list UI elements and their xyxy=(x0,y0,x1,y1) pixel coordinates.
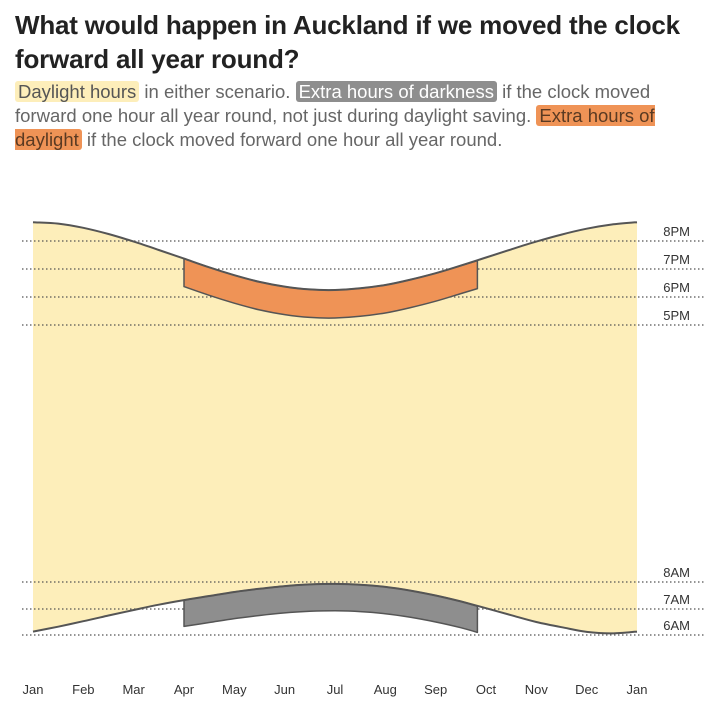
hour-labels-layer: 8PM 7PM 6PM 5PM 8AM 7AM 6AM xyxy=(663,224,690,633)
hour-label-6am: 6AM xyxy=(663,618,690,633)
hour-label-8pm: 8PM xyxy=(663,224,690,239)
subtitle-text-3: if the clock moved forward one hour all … xyxy=(81,129,503,150)
hour-label-5pm: 5PM xyxy=(663,308,690,323)
sunset-line xyxy=(32,221,638,292)
month-label-jul: Jul xyxy=(327,682,344,697)
hour-label-7am: 7AM xyxy=(663,592,690,607)
month-label-mar: Mar xyxy=(122,682,145,697)
hour-label-6pm: 6PM xyxy=(663,280,690,295)
page-title: What would happen in Auckland if we move… xyxy=(15,10,680,74)
hour-label-7pm: 7PM xyxy=(663,252,690,267)
month-label-nov: Nov xyxy=(525,682,549,697)
subtitle-text-2: if the clock moved forward one hour all … xyxy=(15,81,651,126)
month-label-sep: Sep xyxy=(424,682,447,697)
legend-daylight-hours: Daylight hours xyxy=(15,81,140,102)
sunrise-line xyxy=(32,582,638,635)
month-label-apr: Apr xyxy=(174,682,195,697)
month-label-dec: Dec xyxy=(575,682,599,697)
daylight-area xyxy=(33,222,637,634)
lines-layer xyxy=(32,221,638,635)
month-label-jun: Jun xyxy=(274,682,295,697)
month-label-oct: Oct xyxy=(476,682,497,697)
daylight-area-layer xyxy=(33,222,637,634)
month-label-jan: Jan xyxy=(627,682,648,697)
legend-extra-darkness: Extra hours of darkness xyxy=(295,81,497,102)
month-label-jan: Jan xyxy=(23,682,44,697)
month-labels-layer: Jan Feb Mar Apr May Jun Jul Aug Sep Oct Nov Dec Jan xyxy=(23,682,648,697)
hour-label-8am: 8AM xyxy=(663,565,690,580)
subtitle-text-1: in either scenario. xyxy=(139,81,296,102)
month-label-aug: Aug xyxy=(374,682,397,697)
chart-subtitle: Daylight hours in either scenario. Extra… xyxy=(15,80,705,152)
month-label-feb: Feb xyxy=(72,682,94,697)
bands-layer xyxy=(183,257,479,634)
daylight-chart: 8PM 7PM 6PM 5PM 8AM 7AM 6AM Jan Feb Mar Apr May Jun… xyxy=(22,221,704,697)
month-label-may: May xyxy=(222,682,247,697)
